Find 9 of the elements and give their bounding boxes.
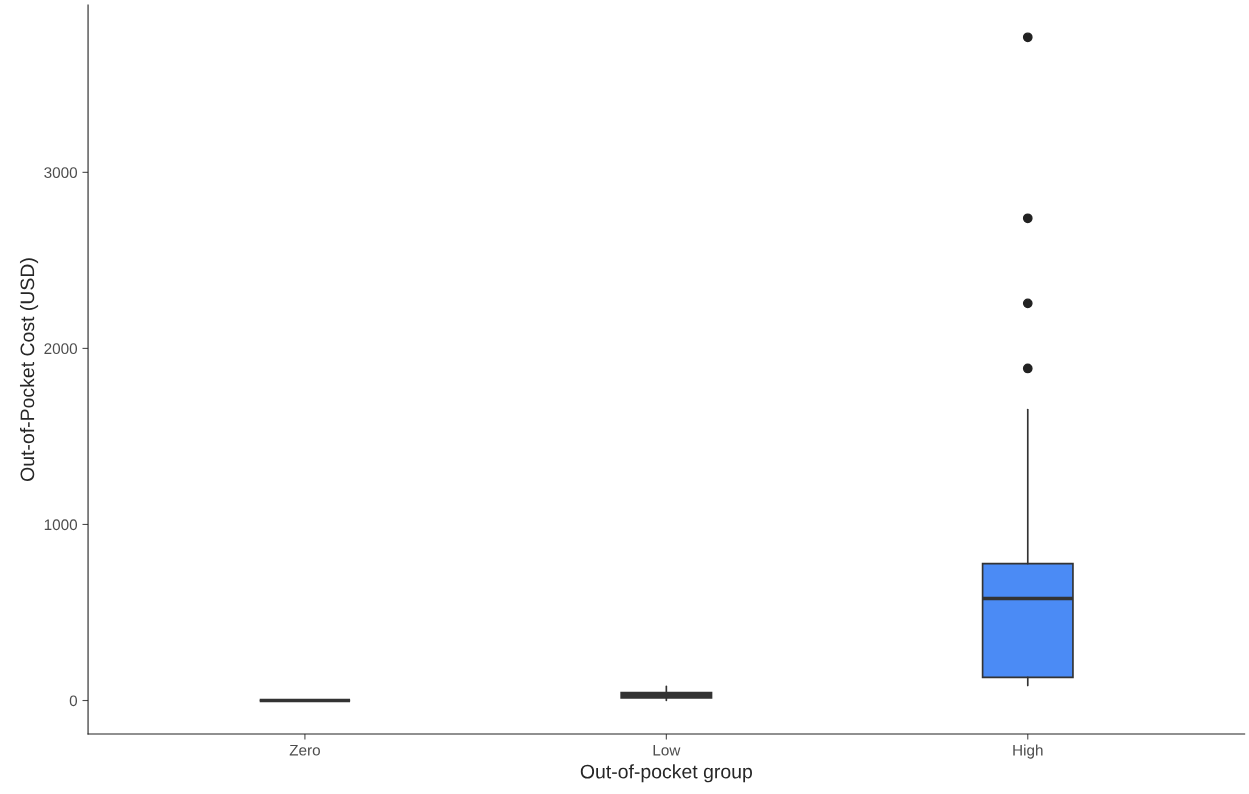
y-tick-label: 3000 <box>44 167 78 179</box>
y-axis-title: Out-of-Pocket Cost (USD) <box>19 258 39 481</box>
y-tick-label: 2000 <box>44 343 78 355</box>
y-tick-label: 1000 <box>44 519 78 531</box>
x-tick-label: Low <box>653 744 681 756</box>
x-tick-label: Zero <box>289 744 320 756</box>
y-tick-label: 0 <box>69 695 78 707</box>
x-axis-title: Out-of-pocket group <box>580 764 752 783</box>
x-tick-label: High <box>1013 744 1043 759</box>
